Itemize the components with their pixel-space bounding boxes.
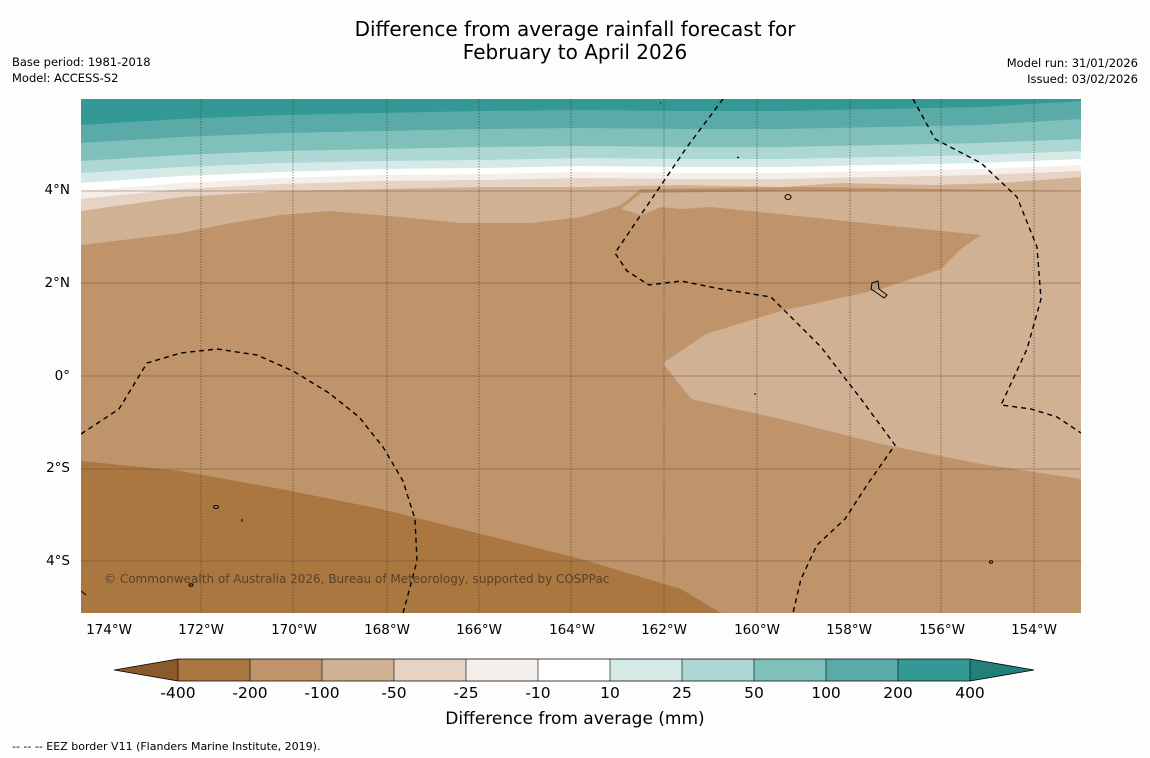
colorbar bbox=[114, 658, 1035, 682]
model-label: Model: ACCESS-S2 bbox=[12, 70, 119, 85]
island bbox=[784, 194, 792, 200]
colorbar-tick-label: -10 bbox=[525, 684, 551, 702]
lon-label-170w: 170°W bbox=[271, 622, 317, 638]
islands bbox=[81, 102, 994, 596]
colorbar-title: Difference from average (mm) bbox=[445, 709, 705, 729]
lon-label-168w: 168°W bbox=[364, 622, 410, 638]
lon-label-174w: 174°W bbox=[86, 622, 132, 638]
colorbar-tick-label: 100 bbox=[811, 684, 841, 702]
parallel-lines bbox=[81, 190, 1081, 562]
colorbar-extend-low bbox=[114, 659, 178, 681]
colorbar-extend-high bbox=[970, 659, 1034, 681]
island bbox=[81, 590, 87, 596]
colorbar-segment bbox=[538, 659, 610, 681]
colorbar-segment bbox=[682, 659, 754, 681]
lon-label-156w: 156°W bbox=[919, 622, 965, 638]
colorbar-tick-label: -200 bbox=[232, 684, 268, 702]
colorbar-tick-label: 50 bbox=[744, 684, 764, 702]
issued-label: Issued: 03/02/2026 bbox=[1027, 71, 1138, 86]
map-title: Difference from average rainfall forecas… bbox=[0, 18, 1150, 64]
colorbar-tick-label: 200 bbox=[883, 684, 913, 702]
colorbar-segment bbox=[754, 659, 826, 681]
colorbar-tick-label: 10 bbox=[600, 684, 620, 702]
colorbar-tick-label: -400 bbox=[160, 684, 196, 702]
colorbar-segment bbox=[898, 659, 970, 681]
colorbar-tick-label: 400 bbox=[955, 684, 985, 702]
lat-label-4s: 4°S bbox=[46, 553, 70, 569]
anomaly-band-minus200 bbox=[81, 461, 721, 613]
eez-borders bbox=[81, 99, 1081, 613]
run-info: Model run: 31/01/2026 Issued: 03/02/2026 bbox=[1007, 56, 1138, 87]
lat-label-2s: 2°S bbox=[46, 460, 70, 476]
lon-label-166w: 166°W bbox=[456, 622, 502, 638]
colorbar-segment bbox=[466, 659, 538, 681]
lon-label-164w: 164°W bbox=[549, 622, 595, 638]
anomaly-band-plus200 bbox=[81, 99, 1081, 125]
lat-label-2n: 2°N bbox=[44, 275, 70, 291]
colorbar-tick-label: 25 bbox=[672, 684, 692, 702]
island bbox=[988, 560, 994, 564]
colorbar-tick-label: -50 bbox=[381, 684, 407, 702]
map-title-line-2: February to April 2026 bbox=[462, 40, 688, 64]
lon-label-154w: 154°W bbox=[1011, 622, 1057, 638]
lon-label-158w: 158°W bbox=[826, 622, 872, 638]
base-period-label: Base period: 1981-2018 bbox=[12, 55, 151, 69]
lon-label-162w: 162°W bbox=[641, 622, 687, 638]
lat-label-equator: 0° bbox=[54, 368, 70, 384]
copyright-notice: © Commonwealth of Australia 2026, Bureau… bbox=[104, 572, 610, 586]
lat-label-4n: 4°N bbox=[44, 182, 70, 198]
colorbar-segment bbox=[178, 659, 250, 681]
map-title-line-1: Difference from average rainfall forecas… bbox=[354, 17, 796, 41]
rainfall-anomaly-map bbox=[81, 99, 1081, 613]
island bbox=[736, 156, 740, 159]
anomaly-band-minus50 bbox=[81, 99, 1081, 479]
lon-label-160w: 160°W bbox=[734, 622, 780, 638]
colorbar-segment bbox=[826, 659, 898, 681]
eez-legend-note: -- -- -- EEZ border V11 (Flanders Marine… bbox=[12, 740, 321, 753]
model-info: Base period: 1981-2018 Model: ACCESS-S2 bbox=[12, 55, 151, 86]
colorbar-tick-label: -100 bbox=[304, 684, 340, 702]
island bbox=[870, 280, 888, 299]
colorbar-tick-label: -25 bbox=[453, 684, 479, 702]
colorbar-segment bbox=[610, 659, 682, 681]
island bbox=[213, 505, 219, 509]
model-run-label: Model run: 31/01/2026 bbox=[1006, 56, 1138, 70]
colorbar-segment bbox=[250, 659, 322, 681]
colorbar-segment bbox=[322, 659, 394, 681]
lon-label-172w: 172°W bbox=[178, 622, 224, 638]
colorbar-segment bbox=[394, 659, 466, 681]
island bbox=[188, 583, 194, 587]
